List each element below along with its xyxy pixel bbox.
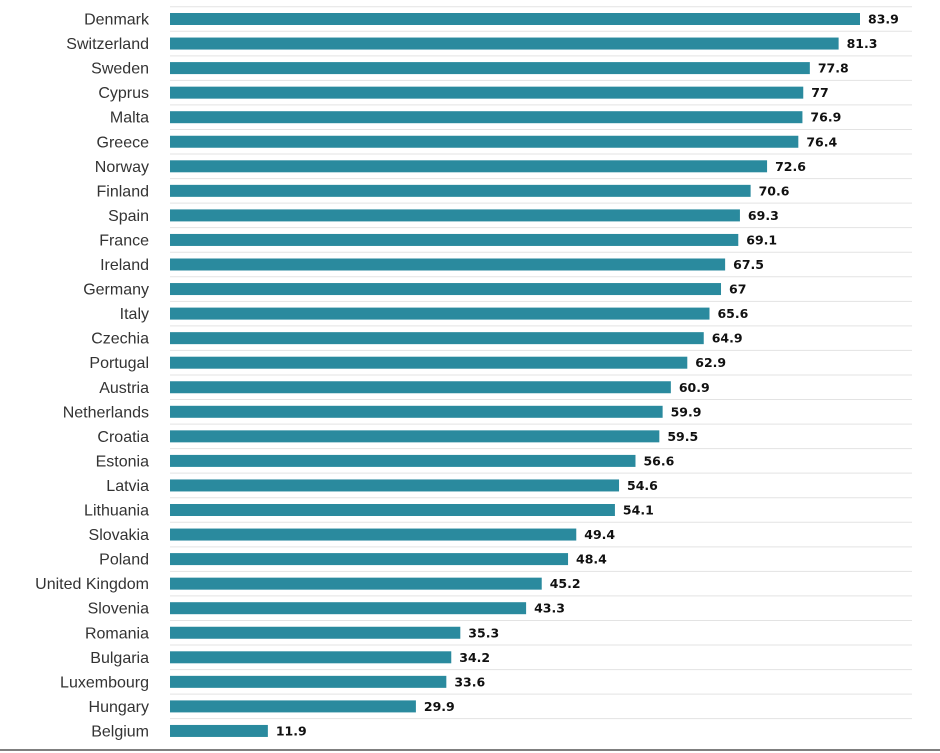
- bar-switzerland: [170, 37, 839, 50]
- bar-portugal: [170, 356, 688, 369]
- value-label: 34.2: [459, 650, 490, 665]
- bar-united-kingdom: [170, 577, 542, 590]
- bar-malta: [170, 111, 803, 124]
- bar-sweden: [170, 62, 810, 75]
- value-label: 83.9: [868, 12, 899, 27]
- bar-bulgaria: [170, 651, 452, 664]
- value-label: 64.9: [712, 331, 743, 346]
- category-label: Sweden: [91, 61, 149, 78]
- bar-belgium: [170, 724, 268, 737]
- value-label: 76.4: [806, 134, 837, 149]
- bar-czechia: [170, 332, 704, 345]
- value-label: 69.3: [748, 208, 779, 223]
- value-label: 77.8: [818, 61, 849, 76]
- bar-netherlands: [170, 405, 663, 418]
- bar-slovakia: [170, 528, 577, 541]
- bar-norway: [170, 160, 768, 173]
- bar-slovenia: [170, 602, 527, 615]
- category-labels: Denmark Switzerland Sweden Cyprus Malta Greec…: [35, 12, 150, 741]
- category-label: Czechia: [91, 331, 149, 348]
- bars: [170, 13, 860, 737]
- category-label: Estonia: [96, 453, 149, 470]
- category-label: Italy: [120, 306, 149, 323]
- value-label: 59.9: [671, 404, 702, 419]
- value-label: 76.9: [810, 110, 841, 125]
- value-label: 29.9: [424, 699, 455, 714]
- category-label: Norway: [95, 159, 149, 176]
- value-label: 81.3: [847, 36, 878, 51]
- bar-poland: [170, 553, 569, 566]
- category-label: Denmark: [84, 12, 150, 29]
- category-label: Poland: [99, 552, 149, 569]
- bar-germany: [170, 283, 722, 296]
- bar-italy: [170, 307, 710, 320]
- bar-cyprus: [170, 86, 804, 99]
- bar-hungary: [170, 700, 416, 713]
- category-label: Lithuania: [84, 503, 149, 520]
- category-label: Finland: [97, 183, 149, 200]
- category-label: Romania: [85, 625, 149, 642]
- category-label: Latvia: [106, 478, 149, 495]
- value-label: 33.6: [454, 674, 485, 689]
- bar-greece: [170, 135, 799, 148]
- value-label: 62.9: [695, 355, 726, 370]
- value-label: 56.6: [643, 453, 674, 468]
- category-label: Slovenia: [88, 601, 149, 618]
- grid-lines: [170, 6, 912, 720]
- bar-estonia: [170, 454, 636, 467]
- category-label: Netherlands: [63, 404, 149, 421]
- category-label: Spain: [108, 208, 149, 225]
- category-label: Slovakia: [89, 527, 150, 544]
- bar-croatia: [170, 430, 660, 443]
- category-label: Switzerland: [66, 36, 149, 53]
- category-label: Malta: [110, 110, 149, 127]
- category-label: Greece: [97, 134, 150, 151]
- bar-romania: [170, 626, 461, 639]
- value-label: 60.9: [679, 380, 710, 395]
- category-label: United Kingdom: [35, 576, 149, 593]
- category-label: Austria: [99, 380, 149, 397]
- category-label: France: [99, 232, 149, 249]
- category-label: Ireland: [100, 257, 149, 274]
- bar-luxembourg: [170, 675, 447, 688]
- value-labels: 83.9 81.3 77.8 77 76.9 76.472.6 70.6 69.3 69.1 67…: [276, 12, 899, 739]
- value-label: 49.4: [584, 527, 615, 542]
- category-label: Luxembourg: [60, 674, 149, 691]
- value-label: 35.3: [468, 625, 499, 640]
- bar-finland: [170, 184, 751, 197]
- value-label: 59.5: [667, 429, 698, 444]
- bar-france: [170, 233, 739, 246]
- category-label: Belgium: [91, 723, 149, 740]
- value-label: 11.9: [276, 723, 307, 738]
- value-label: 72.6: [775, 159, 806, 174]
- category-label: Portugal: [89, 355, 149, 372]
- bar-spain: [170, 209, 740, 222]
- category-label: Hungary: [89, 699, 149, 716]
- value-label: 67.5: [733, 257, 764, 272]
- category-label: Cyprus: [98, 85, 149, 102]
- value-label: 43.3: [534, 601, 565, 616]
- category-label: Croatia: [97, 429, 149, 446]
- value-label: 48.4: [576, 552, 607, 567]
- value-label: 69.1: [746, 232, 777, 247]
- value-label: 54.6: [627, 478, 658, 493]
- bar-ireland: [170, 258, 726, 271]
- value-label: 65.6: [717, 306, 748, 321]
- category-label: Bulgaria: [90, 650, 149, 667]
- value-label: 77: [811, 85, 828, 100]
- category-label: Germany: [83, 282, 149, 299]
- bar-denmark: [170, 13, 860, 25]
- value-label: 54.1: [623, 503, 654, 518]
- value-label: 70.6: [759, 183, 790, 198]
- bar-austria: [170, 381, 671, 394]
- value-label: 67: [729, 282, 746, 297]
- value-label: 45.2: [550, 576, 581, 591]
- bar-lithuania: [170, 504, 615, 516]
- bar-latvia: [170, 479, 620, 492]
